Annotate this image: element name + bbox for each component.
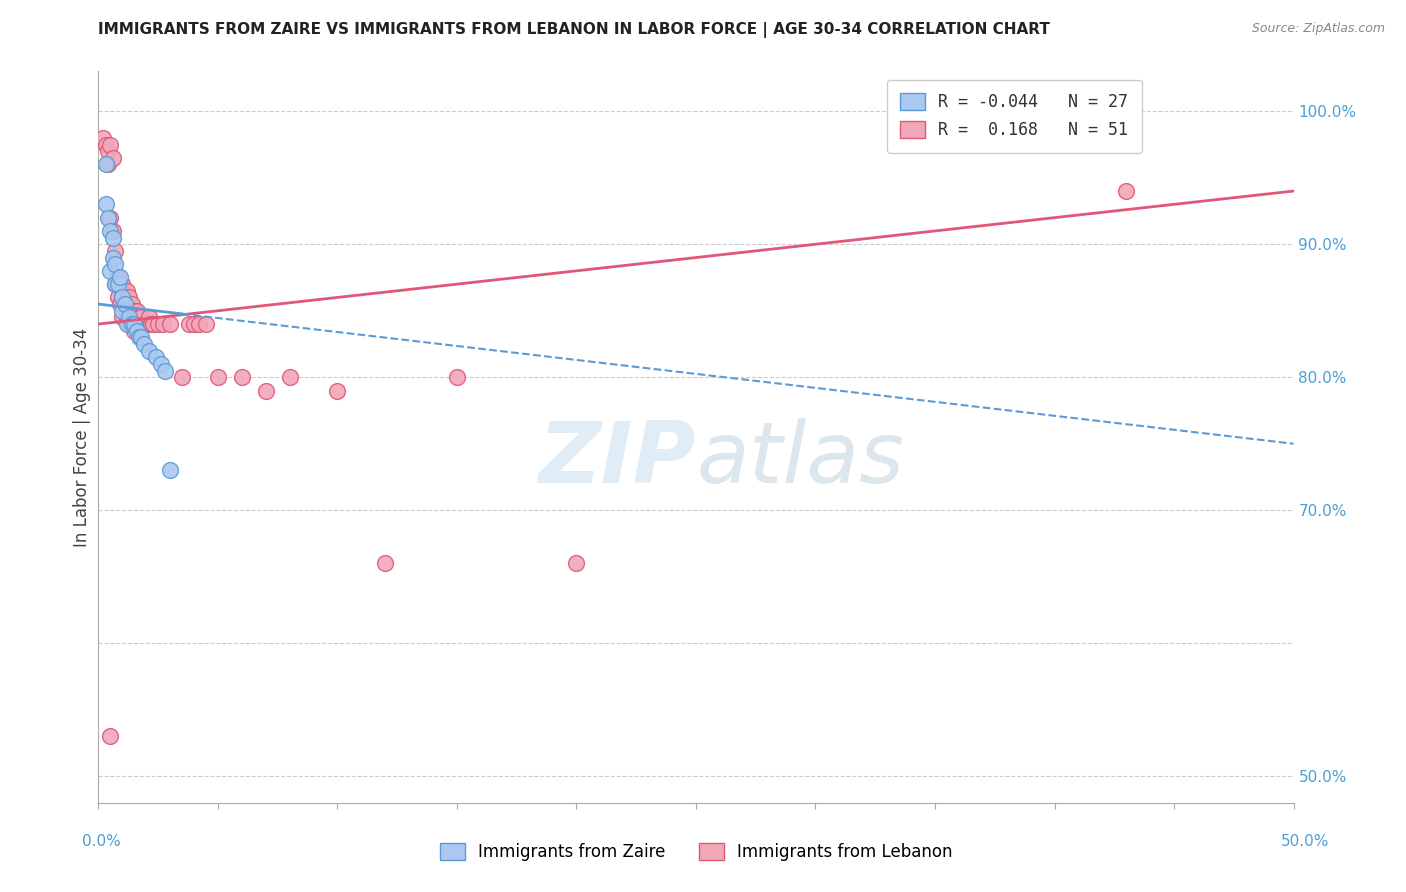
Point: [278, 370, 301, 384]
Point: [139, 317, 162, 331]
Legend: Immigrants from Zaire, Immigrants from Lebanon: Immigrants from Zaire, Immigrants from L…: [433, 836, 959, 868]
Point: [1115, 184, 1137, 198]
Point: [142, 317, 165, 331]
Point: [94, 137, 117, 152]
Point: [107, 277, 129, 292]
Point: [125, 324, 148, 338]
Point: [94, 157, 117, 171]
Point: [97, 144, 120, 158]
Point: [98, 137, 122, 152]
Point: [135, 317, 157, 331]
Point: [107, 270, 129, 285]
Point: [159, 317, 181, 331]
Point: [326, 384, 349, 398]
Point: [115, 317, 138, 331]
Point: [254, 384, 277, 398]
Point: [115, 284, 138, 298]
Point: [118, 310, 141, 325]
Point: [101, 230, 124, 244]
Point: [104, 244, 127, 258]
Y-axis label: In Labor Force | Age 30-34: In Labor Force | Age 30-34: [73, 327, 91, 547]
Point: [183, 317, 205, 331]
Point: [131, 310, 153, 325]
Point: [149, 357, 172, 371]
Point: [132, 317, 155, 331]
Point: [159, 463, 181, 477]
Point: [97, 157, 120, 171]
Point: [115, 310, 138, 325]
Point: [104, 277, 127, 292]
Text: Source: ZipAtlas.com: Source: ZipAtlas.com: [1251, 22, 1385, 36]
Point: [101, 151, 124, 165]
Point: [145, 351, 167, 365]
Text: ZIP: ZIP: [538, 417, 696, 500]
Point: [114, 297, 136, 311]
Point: [98, 211, 122, 225]
Point: [97, 211, 120, 225]
Point: [94, 197, 117, 211]
Point: [111, 290, 134, 304]
Point: [207, 370, 229, 384]
Point: [179, 317, 201, 331]
Point: [124, 317, 146, 331]
Point: [121, 317, 143, 331]
Point: [124, 303, 146, 318]
Point: [138, 310, 160, 325]
Point: [565, 557, 588, 571]
Point: [111, 277, 134, 292]
Point: [131, 330, 153, 344]
Point: [108, 270, 131, 285]
Point: [155, 363, 177, 377]
Point: [98, 224, 122, 238]
Point: [111, 303, 134, 318]
Point: [132, 337, 155, 351]
Text: atlas: atlas: [696, 417, 904, 500]
Point: [148, 317, 170, 331]
Text: 50.0%: 50.0%: [1281, 834, 1329, 849]
Point: [138, 343, 160, 358]
Text: IMMIGRANTS FROM ZAIRE VS IMMIGRANTS FROM LEBANON IN LABOR FORCE | AGE 30-34 CORR: IMMIGRANTS FROM ZAIRE VS IMMIGRANTS FROM…: [98, 22, 1050, 38]
Point: [125, 303, 148, 318]
Point: [374, 557, 396, 571]
Point: [104, 257, 127, 271]
Point: [108, 277, 131, 292]
Point: [111, 310, 134, 325]
Point: [231, 370, 253, 384]
Point: [101, 251, 124, 265]
Point: [107, 290, 129, 304]
Point: [124, 324, 146, 338]
Point: [91, 131, 114, 145]
Point: [118, 317, 141, 331]
Point: [114, 297, 136, 311]
Point: [172, 370, 194, 384]
Point: [128, 330, 150, 344]
Point: [101, 224, 124, 238]
Point: [98, 264, 122, 278]
Point: [108, 297, 131, 311]
Text: 0.0%: 0.0%: [82, 834, 121, 849]
Point: [111, 290, 134, 304]
Point: [152, 317, 174, 331]
Point: [118, 290, 141, 304]
Point: [98, 729, 122, 743]
Point: [187, 317, 209, 331]
Point: [128, 310, 150, 325]
Point: [446, 370, 468, 384]
Point: [121, 297, 143, 311]
Point: [104, 277, 127, 292]
Point: [194, 317, 218, 331]
